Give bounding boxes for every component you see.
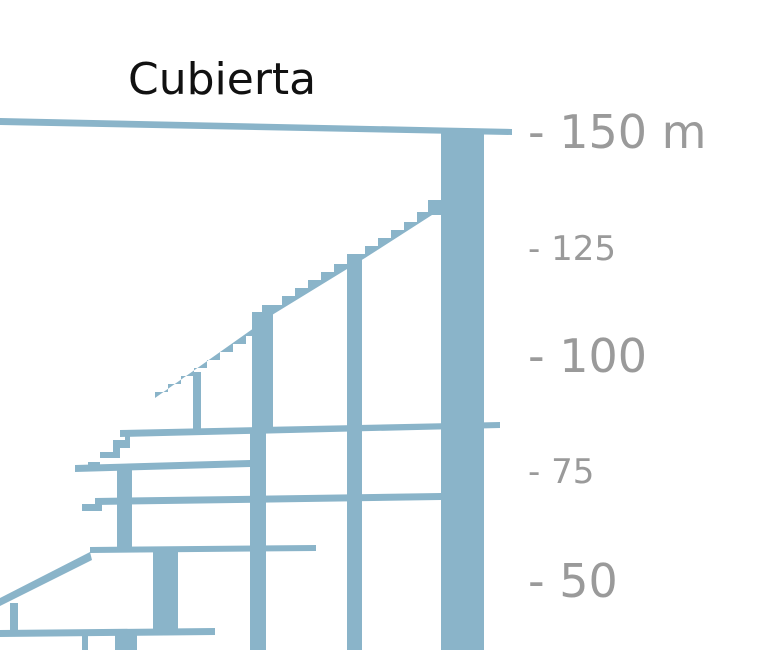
structure (0, 118, 512, 650)
height-label: - 125 (528, 229, 616, 269)
height-label: - 75 (528, 452, 594, 492)
title: Cubierta (128, 54, 316, 105)
height-label: - 150 m (528, 105, 706, 159)
height-label: - 100 (528, 329, 647, 383)
height-label: - 50 (528, 554, 618, 608)
